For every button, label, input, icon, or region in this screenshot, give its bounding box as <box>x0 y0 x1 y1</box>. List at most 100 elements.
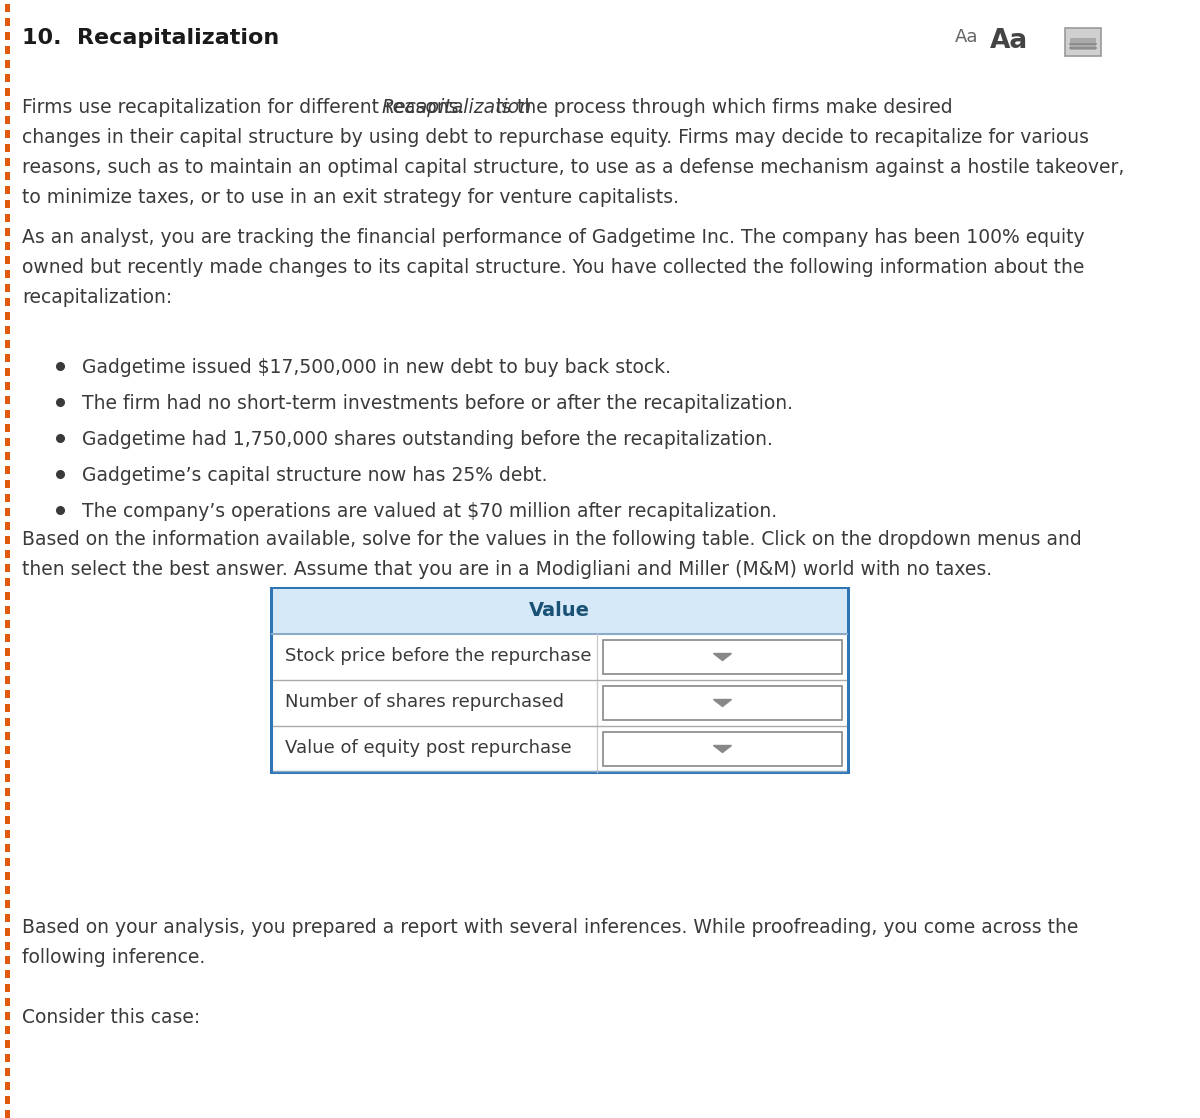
Text: The company’s operations are valued at $70 million after recapitalization.: The company’s operations are valued at $… <box>82 502 778 521</box>
Text: Based on the information available, solve for the values in the following table.: Based on the information available, solv… <box>22 530 1081 549</box>
Bar <box>5 1096 10 1103</box>
Bar <box>271 588 848 773</box>
Bar <box>5 900 10 908</box>
Text: to minimize taxes, or to use in an exit strategy for venture capitalists.: to minimize taxes, or to use in an exit … <box>22 188 679 207</box>
Bar <box>5 885 10 894</box>
Bar <box>5 606 10 614</box>
Bar <box>604 732 842 766</box>
Bar <box>5 620 10 628</box>
Bar <box>5 214 10 222</box>
Bar <box>1066 28 1102 56</box>
Bar <box>5 1026 10 1034</box>
Bar <box>604 639 842 674</box>
Bar <box>5 774 10 781</box>
Bar <box>5 536 10 544</box>
Bar <box>5 1054 10 1062</box>
Bar <box>5 648 10 656</box>
Text: reasons, such as to maintain an optimal capital structure, to use as a defense m: reasons, such as to maintain an optimal … <box>22 158 1124 177</box>
Bar <box>5 60 10 68</box>
Text: owned but recently made changes to its capital structure. You have collected the: owned but recently made changes to its c… <box>22 258 1085 277</box>
Bar <box>5 732 10 740</box>
Polygon shape <box>714 746 732 752</box>
Bar <box>5 578 10 586</box>
Text: Number of shares repurchased: Number of shares repurchased <box>286 693 564 711</box>
Bar <box>5 494 10 502</box>
Bar <box>5 299 10 306</box>
Text: Consider this case:: Consider this case: <box>22 1008 200 1027</box>
Bar <box>5 788 10 796</box>
Bar <box>5 718 10 726</box>
Bar <box>5 284 10 292</box>
Bar <box>5 662 10 670</box>
Bar <box>5 704 10 712</box>
Bar <box>5 928 10 936</box>
Text: following inference.: following inference. <box>22 948 205 967</box>
Bar <box>5 102 10 110</box>
Bar <box>5 74 10 82</box>
Bar <box>5 984 10 992</box>
Bar <box>5 522 10 530</box>
Bar <box>5 956 10 964</box>
Bar <box>5 872 10 880</box>
Bar <box>5 550 10 558</box>
Text: The firm had no short-term investments before or after the recapitalization.: The firm had no short-term investments b… <box>82 394 793 413</box>
Text: Gadgetime issued $17,500,000 in new debt to buy back stock.: Gadgetime issued $17,500,000 in new debt… <box>82 358 671 377</box>
Bar <box>5 746 10 754</box>
Bar <box>5 354 10 362</box>
Bar <box>5 368 10 376</box>
Bar <box>5 312 10 320</box>
Bar <box>5 1012 10 1020</box>
Bar <box>5 410 10 418</box>
Bar <box>5 88 10 96</box>
Text: Gadgetime had 1,750,000 shares outstanding before the recapitalization.: Gadgetime had 1,750,000 shares outstandi… <box>82 430 773 449</box>
Bar <box>5 4 10 12</box>
Bar <box>5 760 10 768</box>
Bar <box>5 172 10 180</box>
Polygon shape <box>714 654 732 661</box>
Text: Based on your analysis, you prepared a report with several inferences. While pro: Based on your analysis, you prepared a r… <box>22 918 1079 937</box>
Bar <box>5 256 10 264</box>
Bar <box>5 593 10 600</box>
Bar <box>5 676 10 684</box>
Bar <box>5 858 10 866</box>
Text: Firms use recapitalization for different reasons.: Firms use recapitalization for different… <box>22 98 470 117</box>
Bar <box>5 438 10 446</box>
Bar <box>5 158 10 165</box>
Bar <box>5 802 10 811</box>
Bar <box>5 186 10 195</box>
Bar <box>5 942 10 950</box>
Bar <box>604 686 842 720</box>
Bar <box>5 690 10 698</box>
Text: is the process through which firms make desired: is the process through which firms make … <box>490 98 953 117</box>
Text: Gadgetime’s capital structure now has 25% debt.: Gadgetime’s capital structure now has 25… <box>82 466 547 485</box>
Text: 10.  Recapitalization: 10. Recapitalization <box>22 28 280 48</box>
Bar <box>5 830 10 838</box>
Text: As an analyst, you are tracking the financial performance of Gadgetime Inc. The : As an analyst, you are tracking the fina… <box>22 228 1085 247</box>
Text: Value of equity post repurchase: Value of equity post repurchase <box>286 739 571 757</box>
Bar <box>5 452 10 459</box>
Bar <box>5 1110 10 1118</box>
Bar <box>5 382 10 390</box>
Bar <box>5 271 10 278</box>
Bar <box>5 466 10 474</box>
Bar <box>5 241 10 250</box>
Text: then select the best answer. Assume that you are in a Modigliani and Miller (M&M: then select the best answer. Assume that… <box>22 560 992 579</box>
Bar <box>5 32 10 40</box>
Bar <box>5 634 10 642</box>
Bar <box>5 1040 10 1048</box>
Bar <box>5 970 10 978</box>
Bar <box>5 116 10 124</box>
Bar <box>5 46 10 54</box>
Bar <box>5 424 10 432</box>
Text: Aa: Aa <box>955 28 978 46</box>
Bar <box>5 1082 10 1090</box>
Bar <box>5 340 10 348</box>
Bar <box>5 144 10 152</box>
Bar <box>5 200 10 208</box>
Bar <box>1070 38 1096 50</box>
Text: Recapitalization: Recapitalization <box>382 98 532 117</box>
Bar <box>5 563 10 572</box>
Bar <box>5 998 10 1006</box>
Bar <box>5 396 10 404</box>
Text: Stock price before the repurchase: Stock price before the repurchase <box>286 647 592 665</box>
